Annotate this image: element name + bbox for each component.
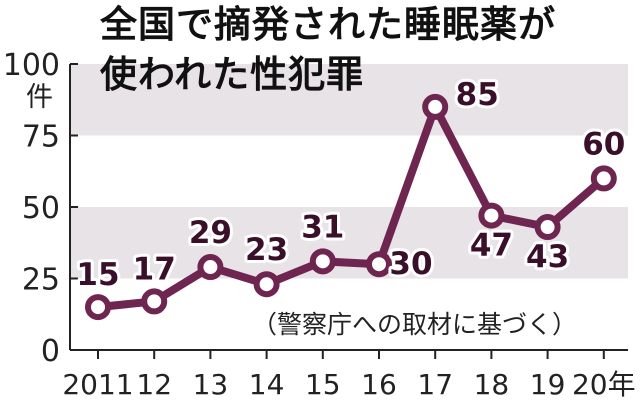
x-tick-label: 2011 xyxy=(62,368,133,401)
y-tick-label: 25 xyxy=(22,263,60,298)
y-axis-ticks: 0 25 50 75 100 xyxy=(3,48,78,369)
data-point xyxy=(478,202,505,229)
grid-bands xyxy=(70,64,628,279)
data-label: 43 xyxy=(526,239,569,275)
x-tick-label: 14 xyxy=(249,368,285,401)
data-point xyxy=(309,248,336,275)
y-axis-unit-label: 件 xyxy=(26,82,53,113)
series-line xyxy=(97,102,607,312)
y-tick-label: 50 xyxy=(22,191,60,226)
x-tick-label: 16 xyxy=(361,368,397,401)
data-point xyxy=(253,271,280,298)
x-tick-label: 12 xyxy=(136,368,172,401)
chart-title-line-1: 全国で摘発された睡眠薬が xyxy=(100,3,556,46)
data-label: 23 xyxy=(245,232,288,268)
x-tick-label: 18 xyxy=(474,368,510,401)
y-tick-label: 75 xyxy=(22,120,60,155)
data-point xyxy=(366,251,392,278)
data-label: 17 xyxy=(133,251,176,287)
x-tick-label: 13 xyxy=(193,368,229,401)
data-label: 47 xyxy=(470,228,513,264)
data-point xyxy=(85,294,111,321)
chart-title-line-2: 使われた性犯罪 xyxy=(100,53,365,96)
data-point xyxy=(590,165,617,192)
data-label: 15 xyxy=(76,257,119,293)
grid-band-1 xyxy=(70,64,628,136)
x-tick-label: 17 xyxy=(417,368,453,401)
data-point xyxy=(422,93,449,120)
y-tick-label: 100 xyxy=(3,48,60,83)
data-label: 85 xyxy=(456,77,499,113)
data-points xyxy=(85,93,617,321)
data-label: 31 xyxy=(301,209,344,245)
x-axis-ticks: 2011 12 13 14 15 16 17 18 19 20年 xyxy=(62,350,636,401)
data-point xyxy=(534,214,561,241)
data-point xyxy=(141,288,168,315)
x-tick-label: 20年 xyxy=(572,368,636,401)
y-tick-label: 0 xyxy=(41,334,60,369)
source-note: （警察庁への取材に基づく） xyxy=(252,310,578,339)
data-point xyxy=(197,254,224,281)
data-label: 29 xyxy=(189,215,232,251)
data-label: 30 xyxy=(389,246,432,282)
x-tick-label: 15 xyxy=(305,368,341,401)
x-tick-label: 19 xyxy=(530,368,566,401)
data-labels: 15 17 29 23 31 30 85 47 43 60 xyxy=(73,74,628,296)
data-label: 60 xyxy=(582,126,625,162)
